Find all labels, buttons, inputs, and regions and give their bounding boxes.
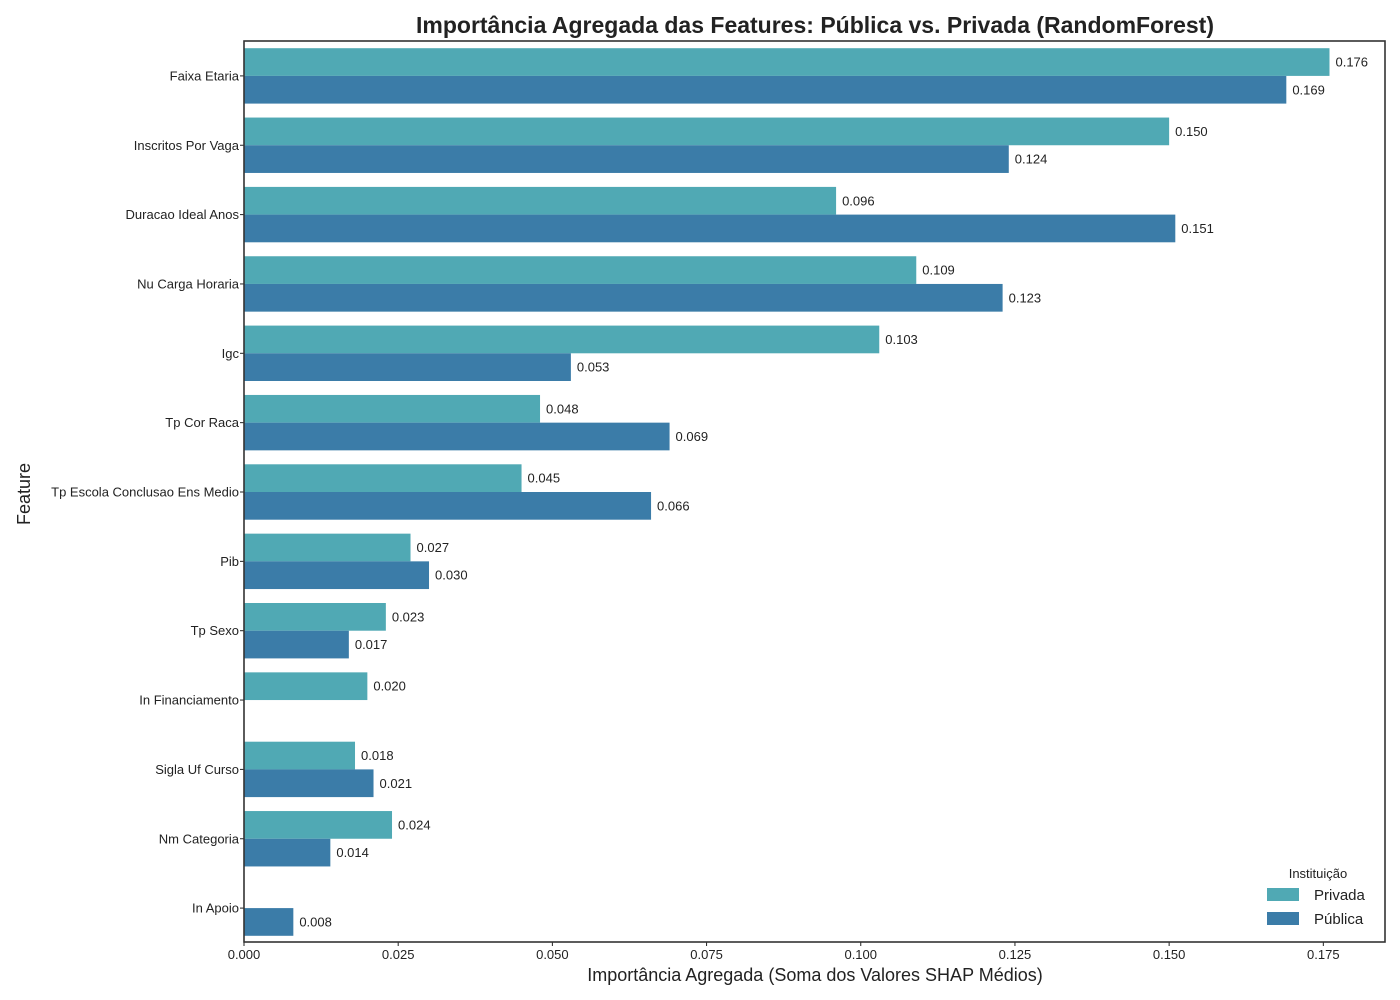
bar-pblica-8 — [244, 630, 349, 659]
y-tick-label-3: Nu Carga Horaria — [137, 276, 240, 291]
data-label-privada-1: 0.150 — [1175, 124, 1208, 139]
bar-pblica-6 — [244, 492, 652, 520]
x-axis-label: Importância Agregada (Soma dos Valores S… — [587, 965, 1043, 985]
bar-privada-6 — [244, 464, 522, 492]
data-label-privada-11: 0.024 — [398, 817, 431, 832]
bar-pblica-0 — [244, 75, 1287, 104]
legend-swatch-1 — [1267, 912, 1299, 925]
data-label-pblica-7: 0.030 — [435, 568, 468, 583]
data-label-privada-6: 0.045 — [528, 471, 561, 486]
legend-swatch-0 — [1267, 888, 1299, 901]
x-tick-label-5: 0.125 — [999, 947, 1032, 962]
data-label-privada-8: 0.023 — [392, 609, 425, 624]
bar-pblica-7 — [244, 561, 430, 590]
x-tick-label-2: 0.050 — [536, 947, 569, 962]
data-label-privada-10: 0.018 — [361, 748, 394, 763]
data-label-privada-0: 0.176 — [1335, 55, 1368, 70]
bar-privada-4 — [244, 325, 880, 354]
y-tick-label-6: Tp Escola Conclusao Ens Medio — [51, 485, 239, 500]
y-tick-label-12: In Apoio — [192, 901, 239, 916]
y-tick-label-8: Tp Sexo — [191, 623, 239, 638]
bar-pblica-10 — [244, 769, 374, 798]
y-tick-label-11: Nm Categoria — [159, 831, 240, 846]
data-label-pblica-12: 0.008 — [299, 914, 332, 929]
y-tick-label-9: In Financiamento — [139, 693, 239, 708]
bar-pblica-2 — [244, 214, 1176, 243]
data-label-privada-9: 0.020 — [373, 679, 406, 694]
data-label-pblica-1: 0.124 — [1015, 152, 1048, 167]
bar-pblica-4 — [244, 353, 571, 381]
x-tick-label-1: 0.025 — [382, 947, 415, 962]
plot-area: 0.176 0.169 Faixa Etaria 0.150 0.124 Inscrito… — [51, 40, 1386, 962]
bar-pblica-11 — [244, 838, 331, 867]
y-tick-label-7: Pib — [220, 554, 239, 569]
bar-privada-0 — [244, 48, 1330, 76]
y-axis-label: Feature — [14, 463, 34, 525]
data-label-privada-3: 0.109 — [922, 263, 955, 278]
chart-title: Importância Agregada das Features: Públi… — [416, 12, 1214, 38]
data-label-privada-7: 0.027 — [417, 540, 450, 555]
data-label-privada-2: 0.096 — [842, 193, 875, 208]
y-tick-label-2: Duracao Ideal Anos — [126, 207, 240, 222]
x-tick-label-4: 0.100 — [844, 947, 877, 962]
x-tick-label-0: 0.000 — [228, 947, 261, 962]
bar-privada-1 — [244, 117, 1170, 146]
legend-title: Instituição — [1289, 866, 1348, 881]
x-tick-label-6: 0.150 — [1153, 947, 1186, 962]
y-tick-label-1: Inscritos Por Vaga — [134, 138, 240, 153]
bar-pblica-12 — [244, 908, 294, 936]
bar-privada-8 — [244, 603, 386, 631]
data-label-pblica-8: 0.017 — [355, 637, 388, 652]
data-label-pblica-10: 0.021 — [380, 776, 413, 791]
bar-privada-5 — [244, 394, 541, 423]
data-label-pblica-11: 0.014 — [336, 845, 369, 860]
legend-label-0: Privada — [1314, 887, 1366, 904]
x-tick-label-7: 0.175 — [1307, 947, 1340, 962]
plot-frame — [243, 40, 1386, 943]
data-label-privada-5: 0.048 — [546, 401, 579, 416]
y-tick-label-10: Sigla Uf Curso — [155, 762, 239, 777]
bar-pblica-3 — [244, 283, 1003, 312]
legend: Instituição Privada Pública — [1267, 866, 1366, 928]
y-tick-label-5: Tp Cor Raca — [165, 415, 239, 430]
bar-privada-3 — [244, 256, 917, 284]
bar-privada-10 — [244, 741, 356, 770]
bar-privada-7 — [244, 533, 411, 562]
bar-privada-11 — [244, 811, 393, 839]
legend-label-1: Pública — [1314, 911, 1364, 928]
x-tick-label-3: 0.075 — [690, 947, 723, 962]
bar-privada-2 — [244, 186, 837, 215]
y-tick-label-0: Faixa Etaria — [170, 68, 240, 83]
bar-pblica-1 — [244, 145, 1009, 173]
data-label-pblica-5: 0.069 — [676, 429, 709, 444]
y-tick-label-4: Igc — [222, 346, 240, 361]
data-label-pblica-2: 0.151 — [1181, 221, 1214, 236]
data-label-pblica-6: 0.066 — [657, 498, 690, 513]
data-label-pblica-0: 0.169 — [1292, 82, 1325, 97]
data-label-privada-4: 0.103 — [885, 332, 918, 347]
data-label-pblica-4: 0.053 — [577, 360, 610, 375]
data-label-pblica-3: 0.123 — [1009, 290, 1042, 305]
bar-privada-9 — [244, 672, 368, 701]
bar-pblica-5 — [244, 422, 670, 451]
